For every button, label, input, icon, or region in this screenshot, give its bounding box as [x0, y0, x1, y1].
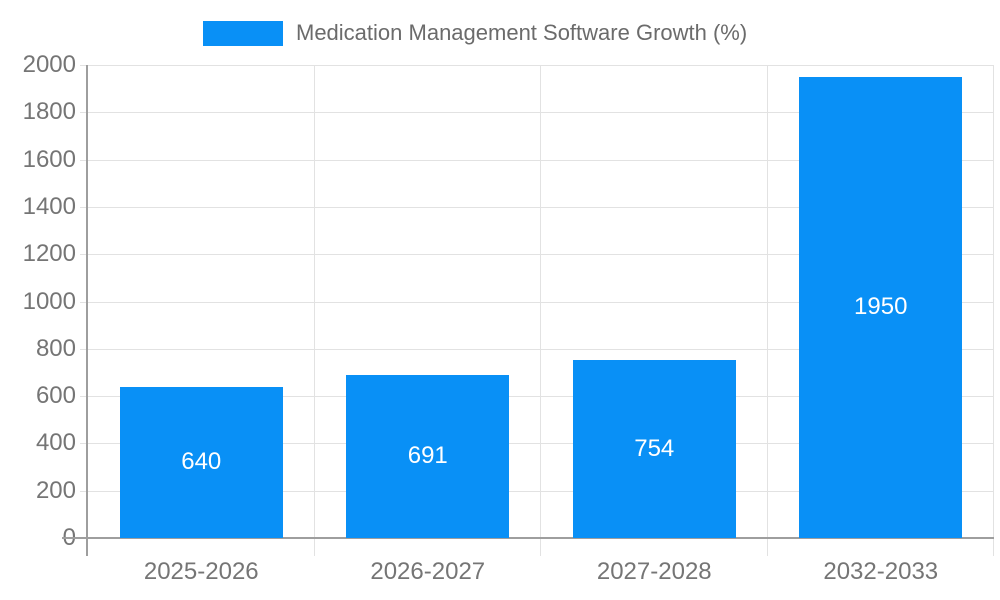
y-axis-tick-label: 1200: [22, 240, 76, 268]
legend-swatch: [203, 20, 283, 46]
x-axis-line: [62, 537, 994, 539]
x-axis-tick-label: 2025-2026: [143, 558, 259, 585]
y-axis-tick-label: 1800: [22, 98, 76, 126]
y-axis-tick-label: 600: [35, 382, 76, 410]
bar: 691: [346, 374, 510, 538]
x-gridline: [993, 65, 994, 556]
bar-value-label: 640: [181, 448, 222, 476]
y-gridline: [80, 206, 994, 208]
bar-value-label: 691: [407, 442, 448, 470]
x-gridline: [540, 65, 541, 556]
legend-label: Medication Management Software Growth (%…: [296, 20, 748, 45]
y-gridline: [80, 159, 994, 161]
chart-legend: Medication Management Software Growth (%…: [203, 19, 747, 47]
bar: 754: [572, 359, 736, 538]
bar: 640: [119, 386, 283, 538]
y-gridline: [80, 65, 994, 66]
x-gridline: [313, 65, 315, 556]
x-axis-tick-label: 2026-2027: [370, 558, 486, 585]
y-axis-tick-label: 800: [35, 334, 76, 362]
bar: 1950: [799, 76, 963, 538]
x-axis-tick-label: 2027-2028: [596, 558, 712, 585]
y-gridline: [80, 112, 994, 114]
y-axis-tick-label: 400: [35, 429, 76, 457]
x-gridline: [766, 65, 768, 556]
y-gridline: [80, 490, 994, 492]
bar-value-label: 1950: [854, 293, 908, 321]
y-axis-tick-label: 1400: [22, 192, 76, 220]
y-gridline: [80, 254, 994, 256]
y-axis-tick-label: 200: [35, 476, 76, 504]
y-gridline: [80, 443, 994, 445]
bar-value-label: 754: [634, 434, 675, 462]
y-gridline: [80, 348, 994, 350]
y-axis-tick-label: 1000: [22, 287, 76, 315]
x-axis-tick-label: 2032-2033: [823, 558, 939, 585]
y-axis-tick-label: 2000: [22, 51, 76, 78]
plot-area: 0 200 400 600 800 1000 1200 1400 1600 1800 2000 640…: [23, 51, 994, 585]
y-axis-tick-label: 1600: [22, 145, 76, 173]
y-axis-line: [86, 65, 88, 556]
y-gridline: [80, 301, 994, 303]
y-gridline: [80, 396, 994, 398]
